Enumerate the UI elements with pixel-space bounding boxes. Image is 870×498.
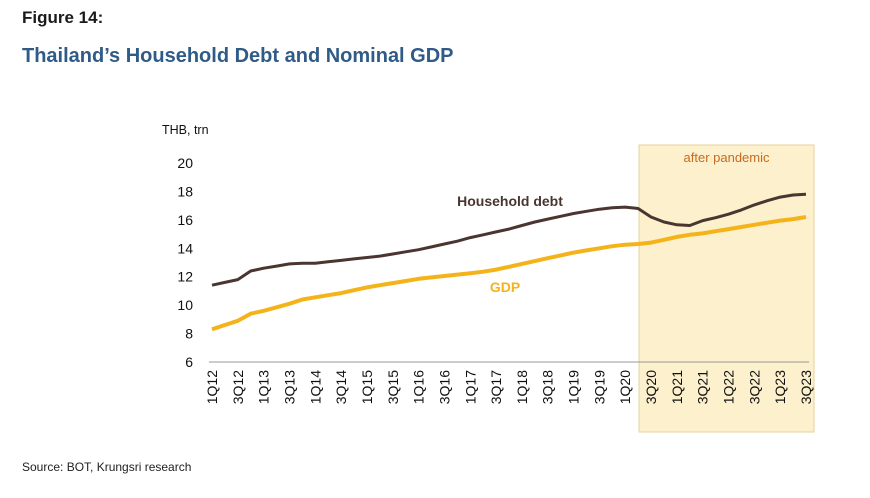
y-tick-label: 14: [177, 240, 193, 256]
gdp-series-label: GDP: [490, 279, 520, 295]
x-tick-label: 1Q18: [514, 370, 530, 404]
x-tick-label: 1Q20: [617, 370, 633, 404]
x-axis: 1Q12 3Q12 1Q13 3Q13 1Q14 3Q14 1Q15 3Q15 1Q16 3Q16…: [204, 370, 814, 404]
x-tick-label: 1Q12: [204, 370, 220, 404]
x-tick-label: 1Q15: [359, 370, 375, 404]
x-tick-label: 1Q23: [772, 370, 788, 404]
gdp-line: [211, 215, 807, 332]
y-tick-label: 8: [185, 326, 193, 342]
source-note: Source: BOT, Krungsri research: [22, 460, 192, 474]
y-axis: THB, trn 6 8 10 12 14 16 18 20: [162, 123, 209, 370]
x-tick-label: 1Q14: [307, 370, 323, 404]
x-tick-label: 1Q19: [566, 370, 582, 404]
y-tick-label: 12: [177, 269, 193, 285]
x-tick-label: 3Q13: [281, 370, 297, 404]
x-tick-label: 3Q20: [643, 370, 659, 404]
x-tick-label: 3Q19: [591, 370, 607, 404]
x-tick-label: 3Q15: [385, 370, 401, 404]
x-tick-label: 3Q17: [488, 370, 504, 404]
x-tick-label: 3Q23: [798, 370, 814, 404]
y-axis-unit-label: THB, trn: [162, 123, 209, 137]
after-pandemic-region: after pandemic: [638, 144, 815, 433]
x-tick-label: 1Q16: [411, 370, 427, 404]
y-tick-label: 18: [177, 183, 193, 199]
figure-label: Figure 14:: [22, 8, 104, 27]
y-tick-label: 20: [177, 155, 193, 171]
x-tick-label: 3Q21: [695, 370, 711, 404]
y-tick-label: 10: [177, 297, 193, 313]
x-tick-label: 3Q16: [436, 370, 452, 404]
x-tick-label: 3Q22: [746, 370, 762, 404]
x-tick-label: 3Q12: [230, 370, 246, 404]
x-tick-label: 1Q17: [462, 370, 478, 404]
y-tick-label: 16: [177, 212, 193, 228]
x-tick-label: 1Q21: [669, 370, 685, 404]
after-pandemic-shade: [638, 144, 815, 433]
household-debt-series-label: Household debt: [457, 193, 563, 209]
y-tick-label: 6: [185, 354, 193, 370]
x-tick-label: 3Q14: [333, 370, 349, 404]
household-debt-line: [211, 192, 807, 287]
x-tick-label: 3Q18: [540, 370, 556, 404]
x-tick-label: 1Q22: [721, 370, 737, 404]
after-pandemic-label: after pandemic: [684, 150, 770, 165]
chart-title: Thailand’s Household Debt and Nominal GD…: [22, 45, 454, 67]
x-tick-label: 1Q13: [256, 370, 272, 404]
